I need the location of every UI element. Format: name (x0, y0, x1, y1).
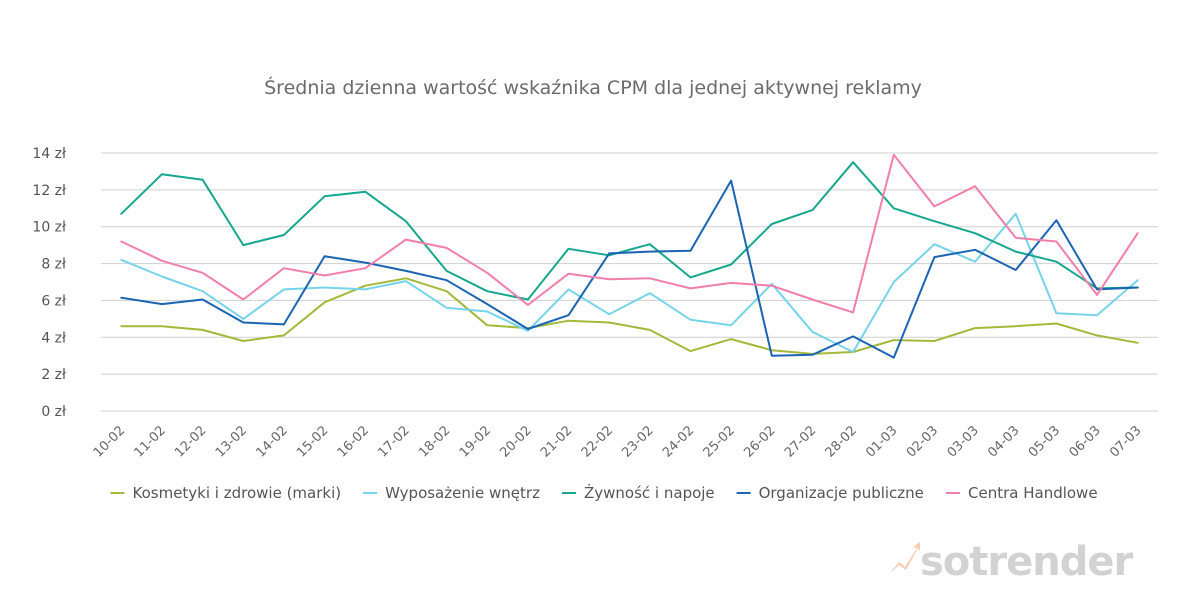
x-tick-label: 26-02 (741, 423, 778, 460)
chart-title: Średnia dzienna wartość wskaźnika CPM dl… (264, 75, 922, 99)
y-tick-label: 14 zł (32, 146, 66, 162)
x-tick-label: 15-02 (294, 423, 331, 460)
x-tick-label: 18-02 (416, 423, 453, 460)
y-tick-label: 0 zł (41, 404, 66, 420)
x-tick-label: 27-02 (782, 423, 819, 460)
series-lines (120, 153, 1139, 359)
x-tick-label: 19-02 (457, 423, 494, 460)
gridlines (101, 152, 1158, 412)
x-tick-label: 03-03 (945, 423, 982, 460)
x-tick-label: 21-02 (538, 423, 575, 460)
series-line-1 (120, 277, 1139, 355)
x-tick-label: 02-03 (904, 423, 941, 460)
legend-item-2[interactable]: Wyposażenie wnętrz (363, 484, 540, 502)
y-tick-label: 6 zł (41, 293, 66, 309)
legend: Kosmetyki i zdrowie (marki) Wyposażenie w… (110, 483, 1098, 502)
x-tick-label: 06-03 (1067, 423, 1104, 460)
series-line-5 (120, 153, 1139, 314)
brand-wordmark: sotrender (920, 539, 1134, 585)
y-tick-label: 10 zł (32, 220, 66, 236)
y-tick-label: 2 zł (41, 367, 66, 383)
series-line-2 (120, 212, 1139, 353)
x-tick-label: 05-03 (1026, 423, 1063, 460)
series-line-4 (120, 179, 1139, 359)
x-tick-label: 25-02 (701, 423, 738, 460)
series-line-3 (120, 161, 1139, 301)
x-tick-label: 14-02 (253, 423, 290, 460)
x-tick-label: 13-02 (213, 423, 250, 460)
y-tick-label: 12 zł (32, 183, 66, 199)
legend-item-5[interactable]: Centra Handlowe (946, 484, 1098, 502)
y-tick-label: 8 zł (41, 257, 66, 273)
legend-label: Wyposażenie wnętrz (385, 484, 540, 502)
x-tick-label: 11-02 (131, 423, 168, 460)
x-tick-label: 24-02 (660, 423, 697, 460)
y-tick-label: 4 zł (41, 330, 66, 346)
rising-arrow-icon (889, 542, 920, 574)
legend-item-4[interactable]: Organizacje publiczne (736, 484, 924, 502)
y-axis-ticks: 0 zł 2 zł 4 zł 6 zł 8 zł 10 zł 12 zł 14 zł (32, 146, 66, 420)
legend-label: Kosmetyki i zdrowie (marki) (133, 484, 342, 502)
legend-label: Centra Handlowe (968, 484, 1098, 502)
x-tick-label: 28-02 (823, 423, 860, 460)
x-tick-label: 12-02 (172, 423, 209, 460)
legend-item-1[interactable]: Kosmetyki i zdrowie (marki) (110, 484, 342, 502)
legend-label: Żywność i napoje (584, 483, 715, 502)
x-tick-label: 17-02 (375, 423, 412, 460)
x-tick-label: 20-02 (497, 423, 534, 460)
x-tick-label: 01-03 (863, 423, 900, 460)
x-tick-label: 23-02 (619, 423, 656, 460)
x-tick-label: 04-03 (985, 423, 1022, 460)
x-axis-ticks: 10-02 11-02 12-02 13-02 14-02 15-02 16-02 17-02… (91, 423, 1145, 460)
legend-label: Organizacje publiczne (759, 484, 924, 502)
x-tick-label: 07-03 (1107, 423, 1144, 460)
brand-logo: sotrender (889, 539, 1135, 585)
x-tick-label: 10-02 (91, 423, 128, 460)
legend-item-3[interactable]: Żywność i napoje (562, 483, 715, 502)
x-tick-label: 16-02 (335, 423, 372, 460)
x-tick-label: 22-02 (579, 423, 616, 460)
